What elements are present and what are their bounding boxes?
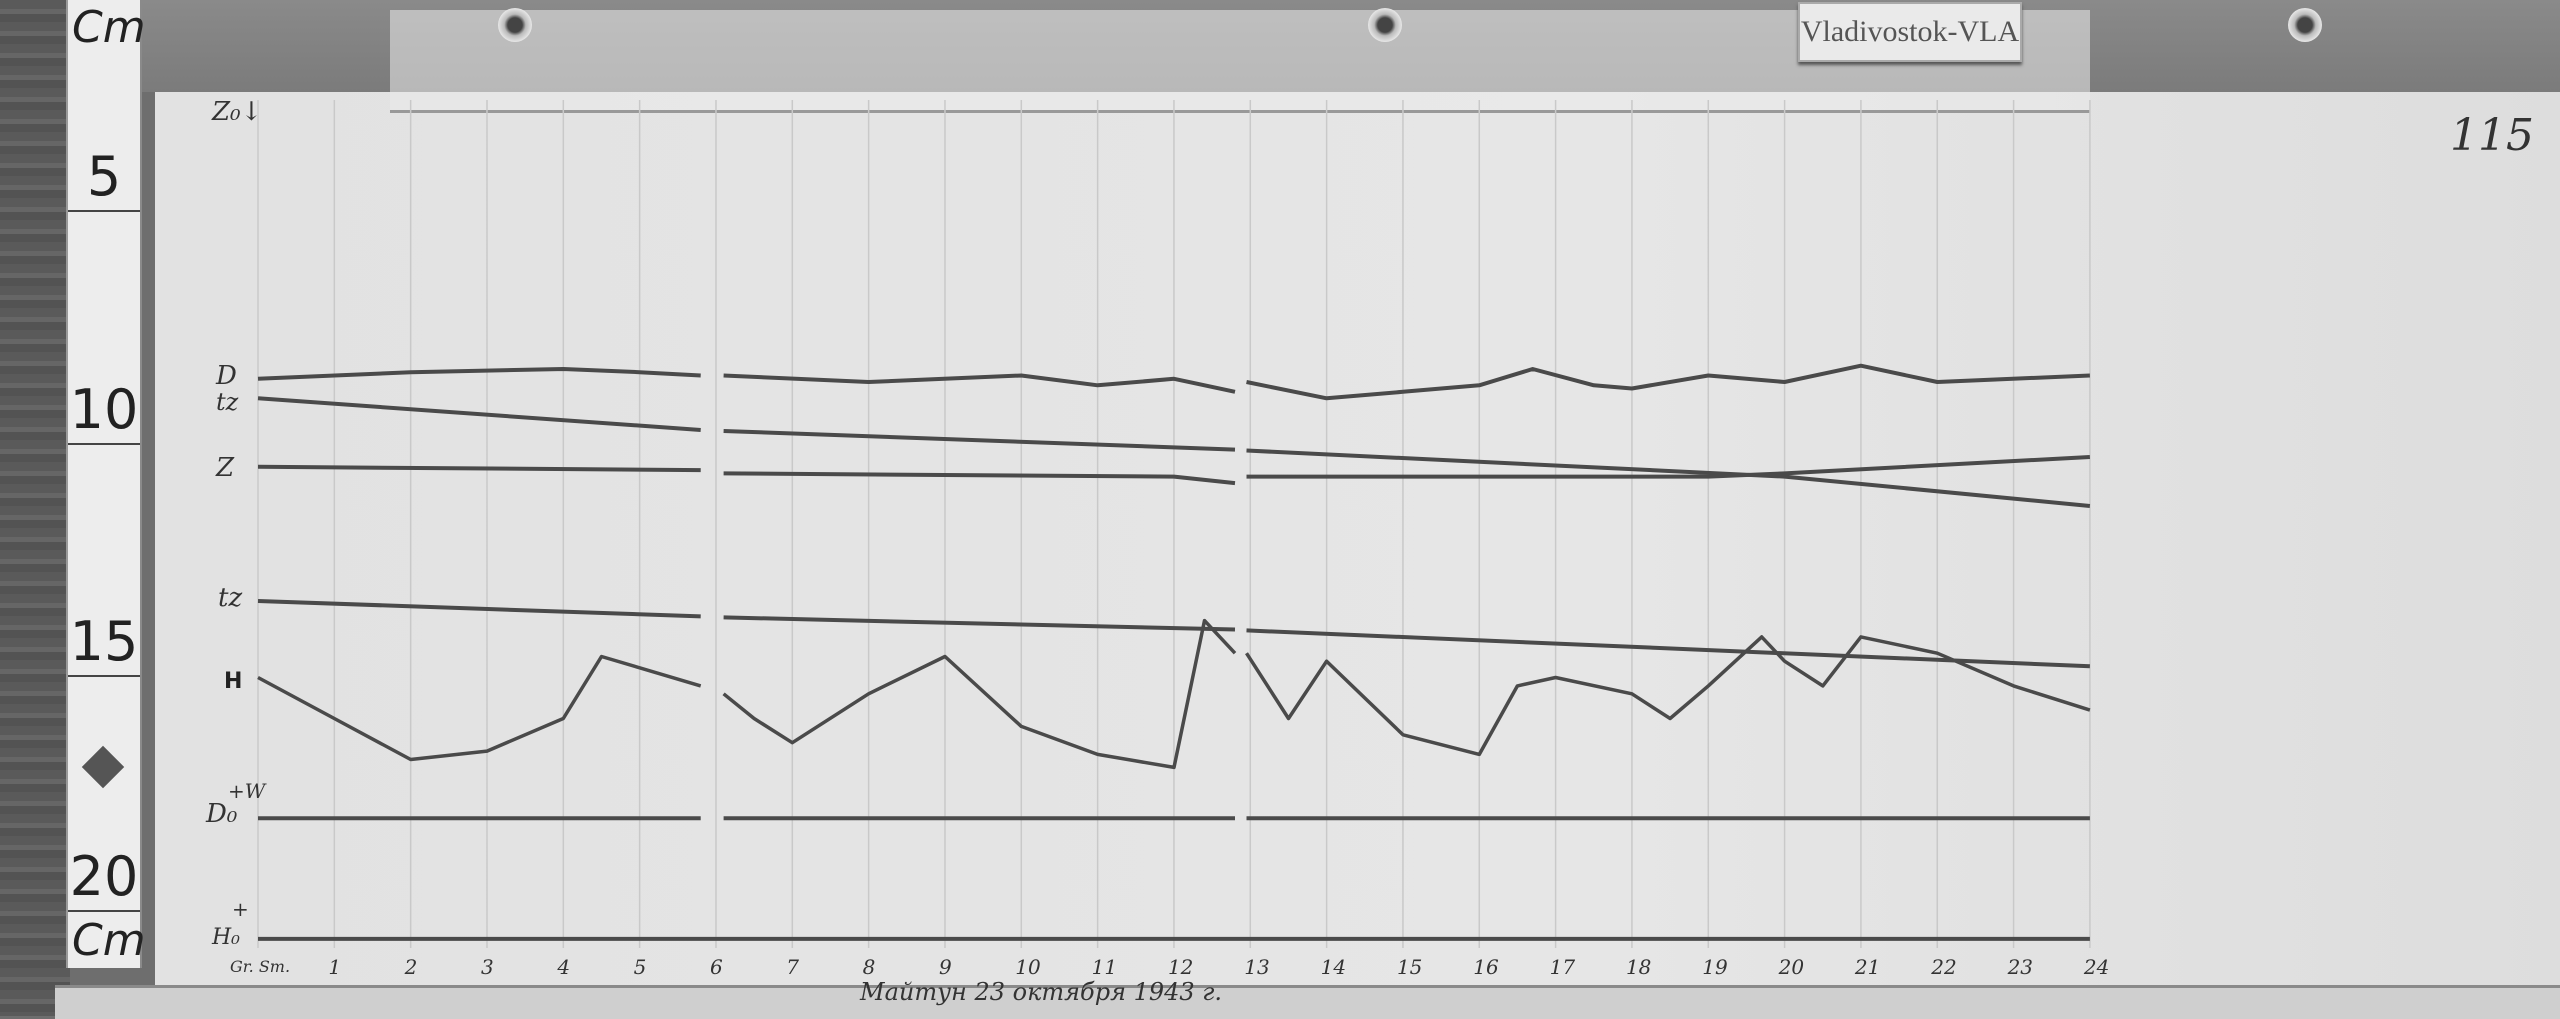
label-z: Z — [215, 453, 235, 483]
x-tick-label: 6 — [710, 955, 723, 979]
x-tick-label: 20 — [1778, 955, 1805, 979]
x-axis-label: Gr. Sm. — [230, 957, 290, 976]
x-tick-label: 24 — [2083, 955, 2109, 979]
magnetogram-paper — [155, 92, 2560, 985]
screw-icon — [2288, 8, 2322, 42]
x-tick-label: 19 — [1702, 955, 1728, 979]
ruler-mark: 20 — [68, 850, 140, 912]
label-h0: H₀ — [211, 925, 240, 950]
x-tick-label: 15 — [1397, 955, 1422, 979]
screw-icon — [1368, 8, 1402, 42]
label-d0-direction: +W — [228, 779, 267, 803]
label-h: H — [224, 669, 242, 694]
x-tick-label: 16 — [1473, 955, 1499, 979]
label-h0-direction: + — [232, 897, 249, 921]
label-tz-upper: tz — [216, 388, 239, 416]
trace-z-line — [257, 455, 2091, 486]
label-d: D — [215, 361, 237, 391]
trace-d-line — [257, 363, 2090, 401]
x-tick-label: 17 — [1550, 955, 1576, 979]
cm-ruler: Cm 5 10 15 20 Cm — [66, 0, 146, 968]
label-tz-lower: tz — [218, 583, 242, 613]
x-tick-label: 5 — [634, 955, 647, 979]
x-tick-label: 8 — [863, 955, 876, 979]
x-tick-label: 23 — [2007, 955, 2033, 979]
screw-icon — [498, 8, 532, 42]
label-d0: D₀ — [205, 799, 238, 829]
x-tick-label: 3 — [481, 955, 494, 979]
bottom-strip — [55, 985, 2560, 1019]
label-z0: Z₀↓ — [211, 97, 262, 127]
ruler-mark: 5 — [68, 150, 140, 212]
x-tick-label: 7 — [786, 955, 799, 979]
trace-h-line — [257, 618, 2091, 770]
wood-background — [0, 0, 70, 1016]
x-tick-label: 1 — [328, 955, 341, 979]
x-tick-label: 2 — [404, 955, 418, 979]
x-tick-label: 21 — [1854, 955, 1880, 979]
x-tick-label: 22 — [1930, 955, 1956, 979]
x-tick-label: 14 — [1321, 955, 1346, 979]
ruler-mark: 10 — [68, 383, 140, 445]
x-tick-label: 18 — [1626, 955, 1651, 979]
caption: Майтун 23 октября 1943 г. — [859, 978, 1222, 1006]
x-tick-label: 13 — [1244, 955, 1269, 979]
x-tick-label: 10 — [1015, 955, 1041, 979]
x-tick-label: 12 — [1168, 955, 1193, 979]
x-tick-label: 4 — [556, 955, 570, 979]
x-tick-label: 11 — [1092, 955, 1117, 979]
trace-tz-line — [257, 599, 2090, 669]
ruler-mark: 15 — [68, 615, 140, 677]
ruler-unit-top: Cm — [72, 2, 146, 53]
station-label: Vladivostok-VLA — [1798, 2, 2022, 62]
x-tick-label: 9 — [939, 955, 952, 979]
trace-tz-line — [257, 396, 2091, 508]
sheet-number: 115 — [2450, 110, 2534, 161]
ruler-unit-bottom: Cm — [72, 915, 146, 966]
